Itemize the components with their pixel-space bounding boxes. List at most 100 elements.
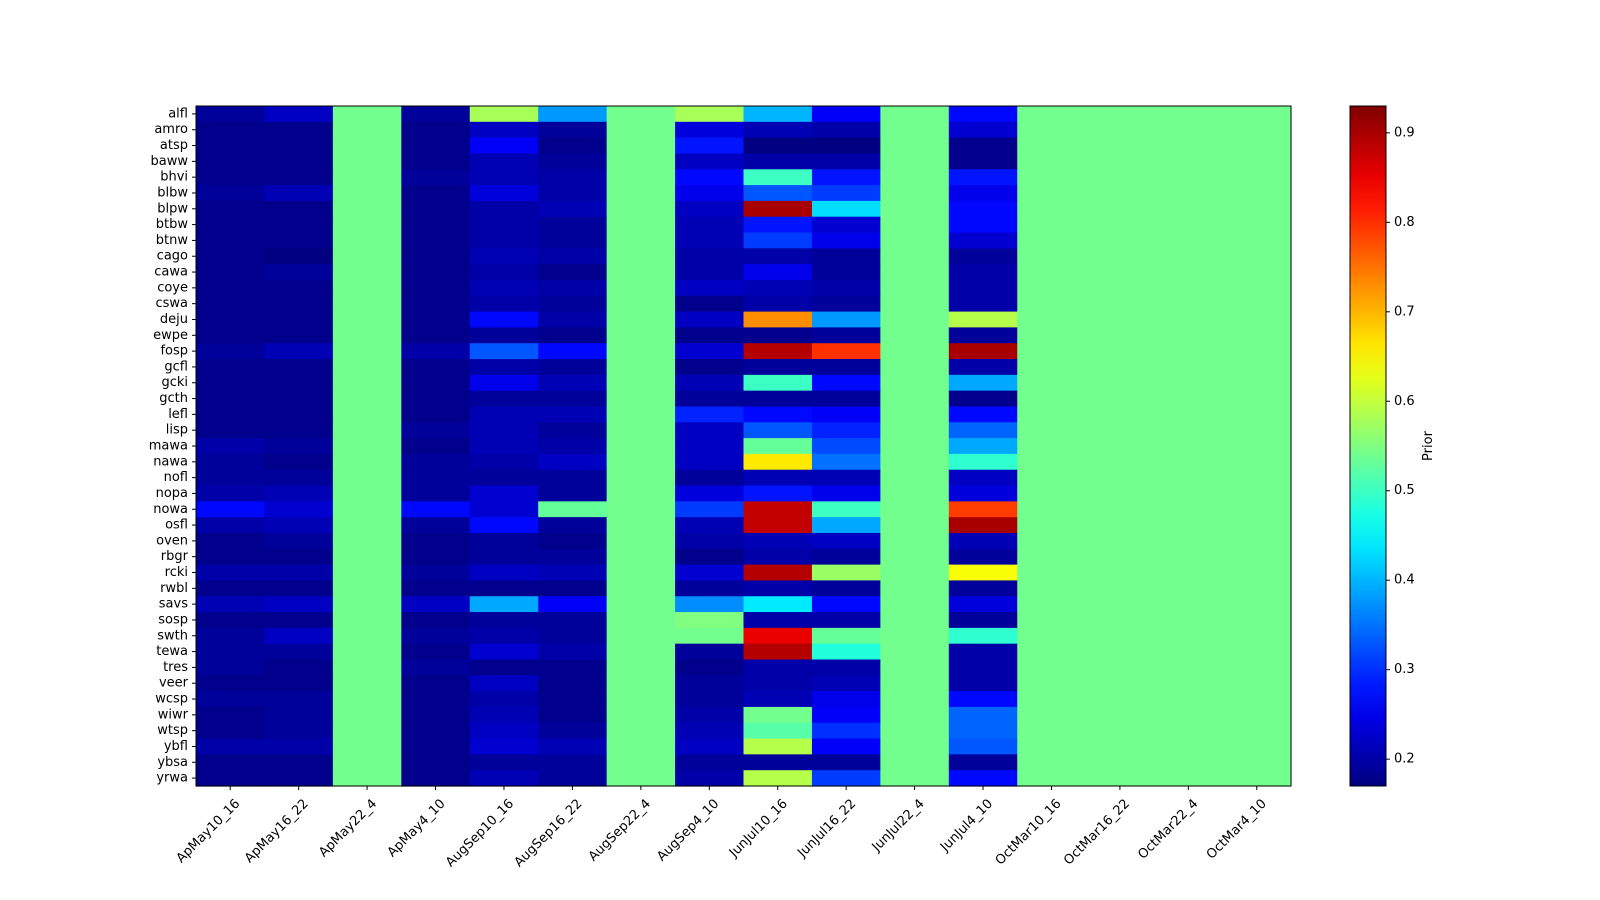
heatmap-cell — [811, 343, 881, 360]
heatmap-cell — [1085, 169, 1155, 186]
heatmap-cell — [743, 438, 813, 455]
heatmap-cell — [675, 754, 745, 771]
heatmap-cell — [675, 738, 745, 755]
heatmap-cell — [811, 738, 881, 755]
heatmap-cell — [1222, 517, 1292, 534]
heatmap-cell — [1017, 185, 1087, 202]
heatmap-cell — [880, 580, 950, 597]
heatmap-cell — [811, 374, 881, 392]
heatmap-cell — [1154, 738, 1224, 755]
colorbar — [1349, 105, 1387, 787]
heatmap-cell — [880, 359, 950, 376]
heatmap-cell — [880, 232, 950, 249]
heatmap-cell — [606, 264, 676, 281]
heatmap-cell — [948, 453, 1018, 471]
heatmap-cell — [811, 564, 881, 582]
colorbar-tick-label: 0.6 — [1394, 394, 1415, 409]
heatmap-cell — [538, 106, 608, 123]
heatmap-cell — [469, 343, 539, 360]
heatmap-cell — [675, 722, 745, 740]
heatmap-cell — [948, 485, 1018, 502]
heatmap-cell — [675, 453, 745, 471]
heatmap-cell — [811, 248, 881, 265]
heatmap-cell — [469, 327, 539, 344]
heatmap-cell — [469, 200, 539, 218]
heatmap-cell — [606, 754, 676, 771]
heatmap-cell — [606, 580, 676, 597]
colorbar-tick-label: 0.8 — [1394, 215, 1415, 230]
heatmap-cell — [1222, 248, 1292, 265]
y-tick-label: btbw — [156, 217, 189, 232]
heatmap-cell — [675, 517, 745, 534]
heatmap-cell — [948, 517, 1018, 534]
heatmap-cell — [811, 612, 881, 629]
heatmap-cell — [1085, 469, 1155, 487]
heatmap-cell — [1154, 169, 1224, 186]
heatmap-cell — [1085, 738, 1155, 755]
heatmap-cell — [469, 643, 539, 661]
heatmap-cell — [401, 548, 471, 566]
heatmap-cell — [196, 200, 266, 218]
heatmap-cell — [948, 264, 1018, 281]
heatmap-cell — [196, 564, 266, 582]
heatmap-cell — [880, 406, 950, 423]
colorbar-label: Prior — [1421, 430, 1436, 461]
heatmap-cell — [1154, 200, 1224, 218]
colorbar-tick-label: 0.5 — [1394, 483, 1415, 498]
heatmap-cell — [1222, 137, 1292, 155]
y-tick-label: sosp — [158, 612, 188, 627]
x-tick-label: ApMay4_10 — [385, 796, 449, 860]
heatmap-cell — [880, 185, 950, 202]
heatmap-cell — [538, 469, 608, 487]
heatmap-cell — [196, 738, 266, 755]
heatmap-cell — [606, 564, 676, 582]
heatmap-cell — [1222, 596, 1292, 613]
heatmap-cell — [880, 485, 950, 502]
heatmap-cell — [948, 106, 1018, 123]
heatmap-cell — [880, 548, 950, 566]
heatmap-cell — [196, 106, 266, 123]
heatmap-cell — [1017, 643, 1087, 661]
heatmap-cell — [1017, 564, 1087, 582]
heatmap-cell — [948, 738, 1018, 755]
heatmap-cell — [811, 311, 881, 328]
heatmap-cell — [1085, 264, 1155, 281]
heatmap-cell — [743, 643, 813, 661]
heatmap-cell — [1017, 153, 1087, 170]
heatmap-cell — [675, 485, 745, 502]
heatmap-cell — [196, 453, 266, 471]
heatmap-cell — [332, 169, 402, 186]
heatmap-cell — [469, 295, 539, 313]
heatmap-cell — [811, 264, 881, 281]
heatmap-cell — [606, 185, 676, 202]
heatmap-cell — [880, 248, 950, 265]
heatmap-cell — [538, 406, 608, 423]
heatmap-cell — [332, 232, 402, 249]
heatmap-cell — [264, 106, 334, 123]
heatmap-cell — [469, 106, 539, 123]
heatmap-cell — [332, 264, 402, 281]
heatmap-cell — [675, 137, 745, 155]
heatmap-cell — [1154, 422, 1224, 439]
heatmap-cell — [1017, 327, 1087, 344]
heatmap-cell — [264, 643, 334, 661]
x-tick-label: OctMar16_22 — [1061, 796, 1133, 868]
heatmap-cell — [196, 548, 266, 566]
heatmap-cell — [948, 343, 1018, 360]
heatmap-cell — [264, 311, 334, 328]
heatmap-cell — [675, 216, 745, 234]
heatmap-cell — [469, 691, 539, 708]
heatmap-cell — [332, 596, 402, 613]
heatmap-cell — [1085, 643, 1155, 661]
heatmap-cell — [264, 232, 334, 249]
heatmap-cell — [1222, 279, 1292, 297]
heatmap-cell — [743, 501, 813, 518]
heatmap-cell — [880, 738, 950, 755]
heatmap-cell — [196, 169, 266, 186]
y-tick-label: rwbl — [160, 581, 188, 596]
heatmap-cell — [675, 264, 745, 281]
heatmap-cell — [606, 374, 676, 392]
heatmap-cell — [264, 169, 334, 186]
heatmap-cell — [948, 216, 1018, 234]
heatmap-cell — [332, 153, 402, 170]
